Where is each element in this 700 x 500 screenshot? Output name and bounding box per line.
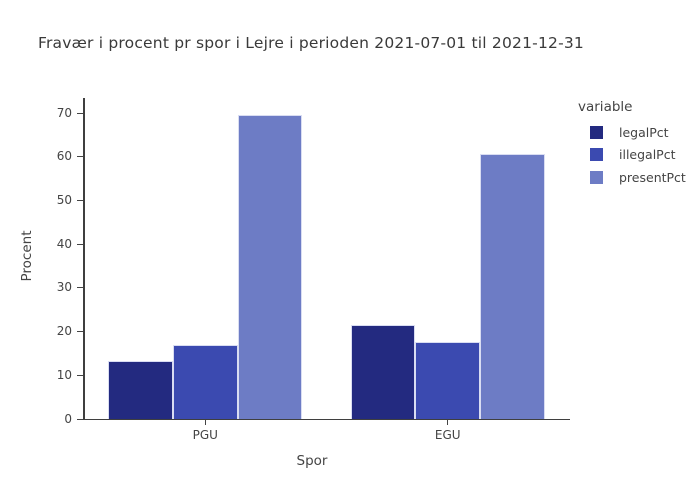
legend-item-legalPct[interactable]: legalPct xyxy=(578,121,686,144)
legend: variable legalPct illegalPct presentPct xyxy=(578,99,686,189)
y-axis-title: Procent xyxy=(19,230,35,282)
bar-EGU-illegalPct[interactable] xyxy=(415,342,481,419)
y-tick-mark xyxy=(77,200,83,202)
y-tick-mark xyxy=(77,418,83,420)
x-tick-label: EGU xyxy=(434,428,461,442)
y-tick-label: 20 xyxy=(56,324,72,339)
y-tick-label: 50 xyxy=(56,193,72,208)
x-tick-mark xyxy=(447,420,449,425)
y-tick-label: 60 xyxy=(56,149,72,164)
legend-label: illegalPct xyxy=(619,147,676,163)
legend-items: legalPct illegalPct presentPct xyxy=(578,121,686,189)
legend-item-presentPct[interactable]: presentPct xyxy=(578,166,686,189)
legend-item-illegalPct[interactable]: illegalPct xyxy=(578,144,686,167)
bar-EGU-legalPct[interactable] xyxy=(350,325,416,419)
x-tick-label: PGU xyxy=(192,428,218,442)
x-axis-line xyxy=(83,418,570,420)
y-tick-label: 0 xyxy=(64,411,72,426)
y-tick-label: 40 xyxy=(56,236,72,251)
legend-title: variable xyxy=(578,99,633,115)
bar-EGU-presentPct[interactable] xyxy=(480,153,545,419)
y-tick-mark xyxy=(77,374,83,376)
y-tick-mark xyxy=(77,243,83,245)
y-axis-line xyxy=(83,98,85,419)
y-tick-label: 10 xyxy=(56,367,72,382)
legend-swatch-presentPct xyxy=(590,170,603,184)
y-tick-label: 70 xyxy=(56,105,72,120)
y-tick-label: 30 xyxy=(56,280,72,295)
chart-title: Fravær i procent pr spor i Lejre i perio… xyxy=(38,34,584,52)
bar-PGU-presentPct[interactable] xyxy=(237,115,303,419)
y-tick-mark xyxy=(77,156,83,158)
legend-label: presentPct xyxy=(619,169,686,185)
legend-swatch-illegalPct xyxy=(590,148,603,162)
x-axis-title: Spor xyxy=(296,453,328,469)
y-tick-mark xyxy=(77,287,83,289)
y-tick-mark xyxy=(77,112,83,114)
y-tick-mark xyxy=(77,331,83,333)
x-tick-mark xyxy=(204,420,206,425)
bar-PGU-legalPct[interactable] xyxy=(108,360,173,419)
legend-label: legalPct xyxy=(619,124,669,140)
legend-swatch-legalPct xyxy=(590,125,603,139)
bar-PGU-illegalPct[interactable] xyxy=(172,344,238,419)
